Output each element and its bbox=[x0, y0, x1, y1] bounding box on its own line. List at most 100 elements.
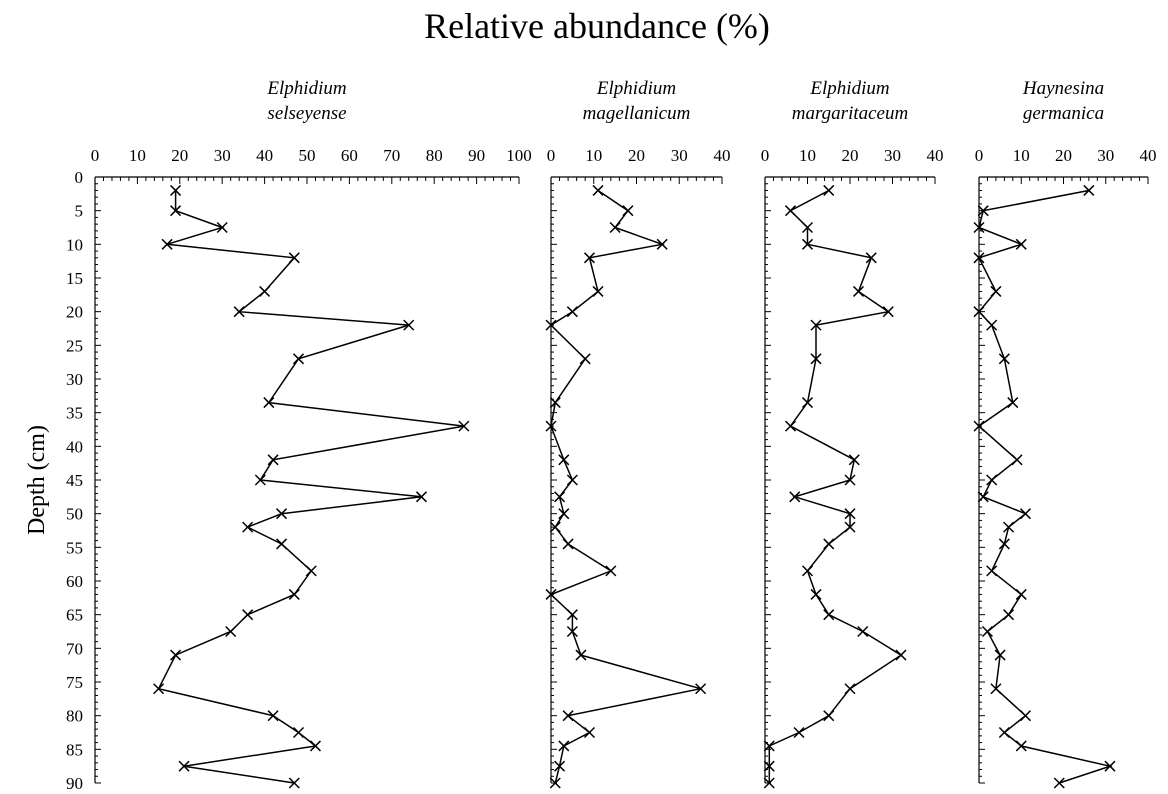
y-tick-label: 10 bbox=[66, 235, 83, 254]
y-tick-label: 20 bbox=[66, 303, 83, 322]
data-point bbox=[562, 710, 574, 722]
data-point bbox=[998, 538, 1010, 550]
data-point bbox=[558, 740, 570, 752]
data-point bbox=[1003, 609, 1015, 621]
x-tick-label: 10 bbox=[129, 146, 146, 165]
x-tick-label: 0 bbox=[547, 146, 556, 165]
data-point bbox=[895, 649, 907, 661]
y-tick-label: 5 bbox=[75, 202, 84, 221]
data-point bbox=[545, 319, 557, 331]
data-point bbox=[554, 760, 566, 772]
data-point bbox=[973, 252, 985, 264]
data-point bbox=[1003, 521, 1015, 533]
data-point bbox=[225, 625, 237, 638]
species-name-line1: Elphidium bbox=[596, 78, 676, 99]
data-point bbox=[823, 184, 835, 196]
data-point bbox=[801, 221, 814, 234]
data-point bbox=[267, 454, 279, 466]
data-point bbox=[415, 491, 428, 503]
x-tick-label: 50 bbox=[299, 146, 316, 165]
data-point bbox=[844, 508, 856, 520]
x-tick-label: 20 bbox=[628, 146, 645, 165]
data-point bbox=[998, 726, 1010, 739]
data-point bbox=[986, 565, 998, 577]
data-point bbox=[865, 252, 877, 264]
panel-1: Elphidium selseyense 0 10 20 30 40 50 60 70 80 90 10… bbox=[91, 78, 532, 789]
y-tick-label: 55 bbox=[66, 538, 83, 557]
data-point bbox=[1083, 184, 1095, 196]
data-point bbox=[852, 285, 865, 297]
data-point bbox=[545, 420, 557, 432]
data-point bbox=[857, 625, 869, 638]
data-point bbox=[242, 609, 254, 621]
y-tick-label: 25 bbox=[66, 336, 83, 355]
y-tick-label: 35 bbox=[66, 404, 83, 423]
data-point bbox=[1053, 777, 1065, 789]
y-tick-label: 90 bbox=[66, 774, 83, 793]
data-point bbox=[810, 319, 822, 331]
x-tick-label: 40 bbox=[1140, 146, 1157, 165]
y-tick-label: 40 bbox=[66, 437, 83, 456]
data-point bbox=[810, 353, 822, 365]
data-point bbox=[566, 306, 578, 318]
data-point bbox=[801, 565, 814, 577]
x-tick-label: 70 bbox=[383, 146, 400, 165]
data-point bbox=[558, 508, 570, 520]
data-point bbox=[609, 221, 621, 234]
series-line bbox=[977, 189, 1113, 784]
panel-3: Elphidium margaritaceum 0 10 20 30 40 bbox=[761, 78, 944, 789]
y-tick-label: 50 bbox=[66, 505, 83, 524]
data-point bbox=[784, 420, 797, 432]
data-point bbox=[288, 588, 300, 600]
data-point bbox=[844, 474, 856, 486]
data-point bbox=[583, 726, 596, 739]
y-tick-label: 70 bbox=[66, 639, 83, 658]
x-tick-label: 90 bbox=[468, 146, 485, 165]
y-tick-label: 0 bbox=[75, 168, 84, 187]
data-point bbox=[990, 285, 1002, 297]
x-tick-label: 0 bbox=[975, 146, 984, 165]
data-point bbox=[844, 683, 856, 695]
data-point bbox=[575, 649, 587, 661]
data-point bbox=[242, 521, 254, 533]
y-tick-label: 45 bbox=[66, 471, 83, 490]
data-point bbox=[292, 353, 305, 365]
data-point bbox=[763, 760, 775, 772]
x-tick-label: 10 bbox=[585, 146, 602, 165]
x-tick-label: 30 bbox=[214, 146, 231, 165]
data-point bbox=[566, 625, 578, 638]
x-tick-label: 30 bbox=[1097, 146, 1114, 165]
data-point bbox=[549, 777, 561, 789]
x-tick-label: 40 bbox=[256, 146, 273, 165]
data-point bbox=[170, 205, 182, 217]
series-line bbox=[768, 189, 903, 783]
data-point bbox=[844, 521, 856, 533]
data-point bbox=[986, 319, 998, 331]
data-point bbox=[973, 221, 985, 234]
x-tick-label: 60 bbox=[341, 146, 358, 165]
x-tick-label: 20 bbox=[1055, 146, 1072, 165]
data-point bbox=[170, 184, 182, 196]
data-point bbox=[276, 538, 288, 550]
data-point bbox=[259, 285, 271, 297]
y-axis-label: Depth (cm) bbox=[24, 425, 50, 535]
data-point bbox=[276, 508, 288, 520]
data-point bbox=[267, 710, 279, 722]
data-point bbox=[170, 649, 182, 661]
species-name-line2: magellanicum bbox=[583, 103, 691, 124]
series-line bbox=[549, 189, 701, 784]
data-point bbox=[592, 285, 604, 297]
data-point bbox=[161, 238, 173, 250]
data-point bbox=[823, 609, 835, 621]
data-point bbox=[998, 353, 1010, 365]
data-point bbox=[562, 538, 574, 550]
data-point bbox=[1019, 710, 1032, 722]
x-tick-label: 10 bbox=[799, 146, 816, 165]
species-name-line2: germanica bbox=[1023, 103, 1104, 124]
y-tick-labels: 0 5 10 15 20 25 30 35 40 45 50 55 60 65 70 75 80 85 90 bbox=[66, 168, 83, 793]
data-point bbox=[605, 565, 617, 577]
data-point bbox=[981, 625, 993, 638]
data-point bbox=[848, 454, 860, 466]
panels: Elphidium selseyense 0 10 20 30 40 50 60 70 80 90 10… bbox=[91, 78, 1157, 789]
data-point bbox=[403, 319, 415, 331]
